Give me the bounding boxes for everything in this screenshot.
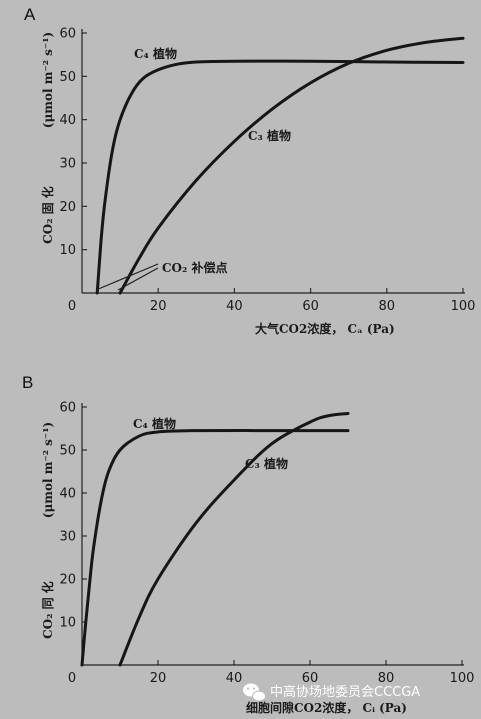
panel-a-x-tick-label: 40 — [226, 299, 243, 314]
panel-b-ylabel: CO₂ 同 化 — [40, 581, 55, 639]
panel-b-x-tick-label: 100 — [450, 671, 475, 686]
panel-b-ylabel-unit: (μmol m⁻² s⁻¹) — [41, 422, 55, 518]
panel-a-x-tick-label: 80 — [379, 299, 396, 314]
watermark-text: 中高协场地委员会CCCGA — [270, 684, 420, 700]
panel-a-y-tick-label: 50 — [59, 70, 76, 85]
panel-a-x-tick-label: 20 — [150, 299, 167, 314]
panel-a-series-c3-line — [118, 36, 465, 295]
panel-a-ylabel: CO₂ 固 化 — [40, 186, 55, 244]
panel-a-x-tick-label: 0 — [68, 299, 76, 314]
panel-a-ylabel-unit: (μmol m⁻² s⁻¹) — [41, 32, 55, 128]
panel-a-leader-c4 — [95, 263, 159, 291]
watermark: 中高协场地委员会CCCGA — [243, 683, 420, 702]
panel-b-x-tick-label: 80 — [378, 671, 395, 686]
wechat-icon — [243, 683, 266, 702]
panel-a-c3-label: C₃ 植物 — [248, 128, 291, 143]
panel-a: A (μmol m⁻² s⁻¹) CO₂ 固 化 10 20 30 40 50 60 0 20… — [24, 5, 475, 336]
panel-a-letter: A — [24, 5, 36, 24]
panel-a-series-c4-line — [95, 59, 465, 295]
panel-b-plot: 10 20 30 40 50 60 0 20 40 60 80 100 — [59, 401, 474, 687]
panel-b-y-tick-label: 30 — [59, 530, 76, 545]
panel-b-y-tick-label: 10 — [59, 616, 76, 631]
panel-b-y-tick-label: 40 — [59, 487, 76, 502]
panel-a-y-tick-label: 20 — [59, 200, 76, 215]
panel-a-xlabel: 大气CO2浓度， Cₐ (Pa) — [255, 321, 395, 336]
panel-b-y-tick-label: 60 — [59, 401, 76, 416]
panel-a-c4-label: C₄ 植物 — [134, 46, 177, 61]
panel-b-x-tick-label: 60 — [302, 671, 319, 686]
panel-b-y-tick-label: 50 — [59, 444, 76, 459]
panel-b-x-tick-label: 40 — [226, 671, 243, 686]
panel-b-series-c4-line — [80, 429, 350, 667]
panel-b-c4-label: C₄ 植物 — [133, 416, 176, 431]
panel-a-plot: 10 20 30 40 50 60 0 20 40 60 80 100 — [59, 27, 475, 315]
panel-b: B (μmol m⁻² s⁻¹) CO₂ 同 化 10 20 30 40 50 60 0 20… — [22, 373, 474, 715]
panel-a-x-tick-label: 100 — [451, 299, 476, 314]
panel-a-y-tick-label: 10 — [59, 243, 76, 258]
panel-b-x-tick-label: 20 — [150, 671, 167, 686]
panel-a-y-tick-label: 40 — [59, 113, 76, 128]
panel-a-leader-c3 — [117, 267, 159, 291]
panel-b-x-tick-label: 0 — [68, 671, 76, 686]
panel-a-x-tick-label: 60 — [302, 299, 319, 314]
panel-b-y-tick-label: 20 — [59, 573, 76, 588]
panel-a-y-tick-label: 60 — [59, 27, 76, 42]
panel-b-letter: B — [22, 373, 33, 392]
panel-b-series-c3-line — [118, 412, 350, 667]
panel-b-c3-label: C₃ 植物 — [245, 456, 288, 471]
panel-a-y-tick-label: 30 — [59, 157, 76, 172]
panel-a-compensation-label: CO₂ 补偿点 — [162, 260, 227, 275]
panel-b-xlabel: 细胞间隙CO2浓度， Cᵢ (Pa) — [246, 700, 407, 715]
